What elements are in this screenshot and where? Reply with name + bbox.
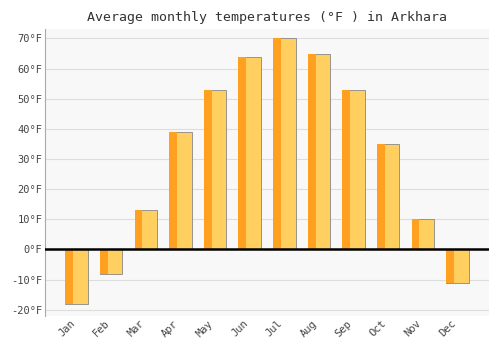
Bar [446,250,468,283]
Bar [308,54,316,250]
Bar [238,57,246,250]
Bar [412,219,434,250]
Bar [66,250,73,304]
Bar [169,132,192,250]
Title: Average monthly temperatures (°F ) in Arkhara: Average monthly temperatures (°F ) in Ar… [87,11,447,24]
Bar [134,210,142,250]
Bar [273,38,281,250]
Bar [377,144,400,250]
Bar [377,144,385,250]
Bar [342,90,350,250]
Bar [169,132,177,250]
Bar [342,90,365,250]
Bar [308,54,330,250]
Bar [412,219,420,250]
Bar [100,250,108,274]
Bar [204,90,212,250]
Bar [134,210,157,250]
Bar [100,250,122,274]
Bar [446,250,454,283]
Bar [273,38,295,250]
Bar [238,57,261,250]
Bar [204,90,227,250]
Bar [66,250,88,304]
